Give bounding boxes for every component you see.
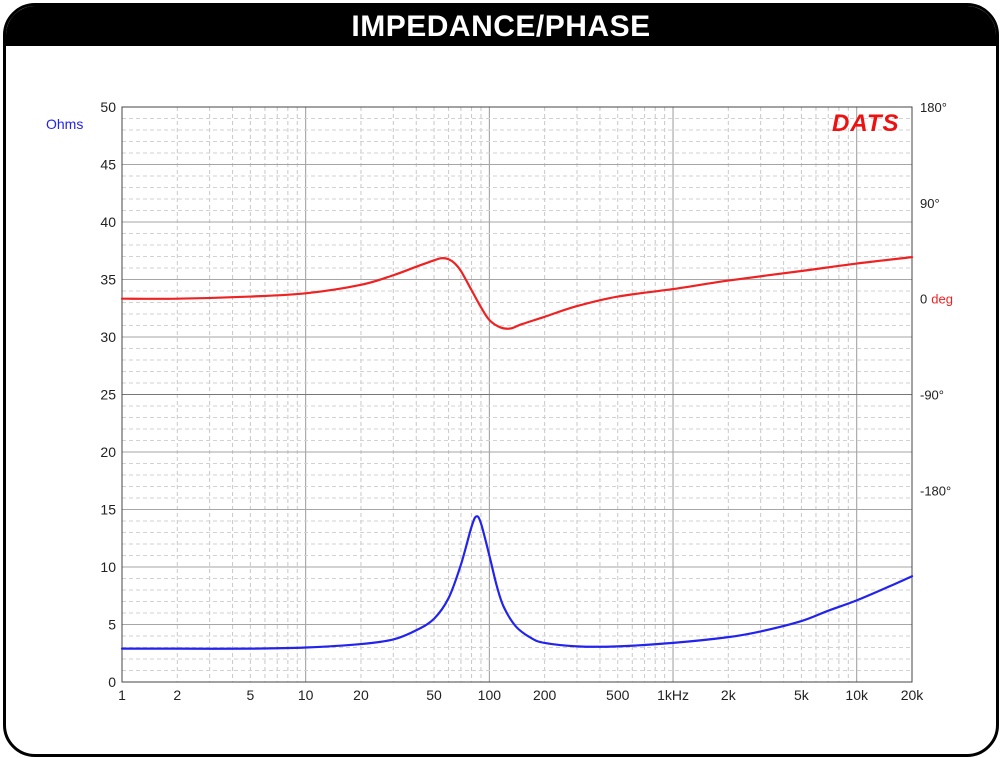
x-tick-label: 5k bbox=[794, 687, 810, 703]
x-tick-label: 2 bbox=[173, 687, 181, 703]
y-tick-label: 5 bbox=[108, 617, 116, 633]
x-tick-label: 10 bbox=[298, 687, 314, 703]
y2-tick-label: -90° bbox=[920, 388, 944, 403]
y-tick-label: 25 bbox=[100, 387, 116, 403]
labels: Ohms DATS bbox=[46, 110, 900, 137]
axes: 1 2 5 10 20 50 100 200 500 1kHz 2k 5k 10k 20k05101520… bbox=[100, 99, 953, 703]
y-axis-label: Ohms bbox=[46, 116, 83, 132]
y-tick-label: 40 bbox=[100, 214, 116, 230]
x-tick-label: 1 bbox=[118, 687, 126, 703]
y-tick-label: 10 bbox=[100, 559, 116, 575]
impedance-curve bbox=[120, 515, 914, 650]
x-tick-label: 20 bbox=[353, 687, 369, 703]
x-tick-label: 5 bbox=[246, 687, 254, 703]
y-tick-label: 45 bbox=[100, 157, 116, 173]
y-tick-label: 50 bbox=[100, 99, 116, 115]
x-tick-label: 500 bbox=[606, 687, 630, 703]
x-tick-label: 1kHz bbox=[657, 687, 689, 703]
y2-tick-label: -180° bbox=[920, 483, 951, 498]
y-tick-label: 20 bbox=[100, 444, 116, 460]
grid bbox=[121, 106, 913, 683]
y-tick-label: 30 bbox=[100, 329, 116, 345]
y2-tick-label: 90° bbox=[920, 196, 940, 211]
y-tick-label: 35 bbox=[100, 272, 116, 288]
y2-tick-label: 0 deg bbox=[920, 292, 953, 307]
y2-tick-label: 180° bbox=[920, 100, 947, 115]
x-tick-label: 20k bbox=[901, 687, 925, 703]
y-tick-label: 15 bbox=[100, 502, 116, 518]
x-tick-label: 200 bbox=[533, 687, 557, 703]
chart-title: IMPEDANCE/PHASE bbox=[6, 6, 996, 46]
series bbox=[120, 256, 914, 650]
phase-curve bbox=[120, 256, 914, 330]
plot-area bbox=[121, 106, 913, 683]
dats-logo: DATS bbox=[832, 110, 900, 137]
x-tick-label: 10k bbox=[845, 687, 869, 703]
x-tick-label: 100 bbox=[478, 687, 502, 703]
y2-axis-label: deg bbox=[931, 292, 953, 307]
x-tick-label: 2k bbox=[721, 687, 737, 703]
y-tick-label: 0 bbox=[108, 674, 116, 690]
chart-frame: IMPEDANCE/PHASE bbox=[3, 3, 999, 757]
x-tick-label: 50 bbox=[426, 687, 442, 703]
